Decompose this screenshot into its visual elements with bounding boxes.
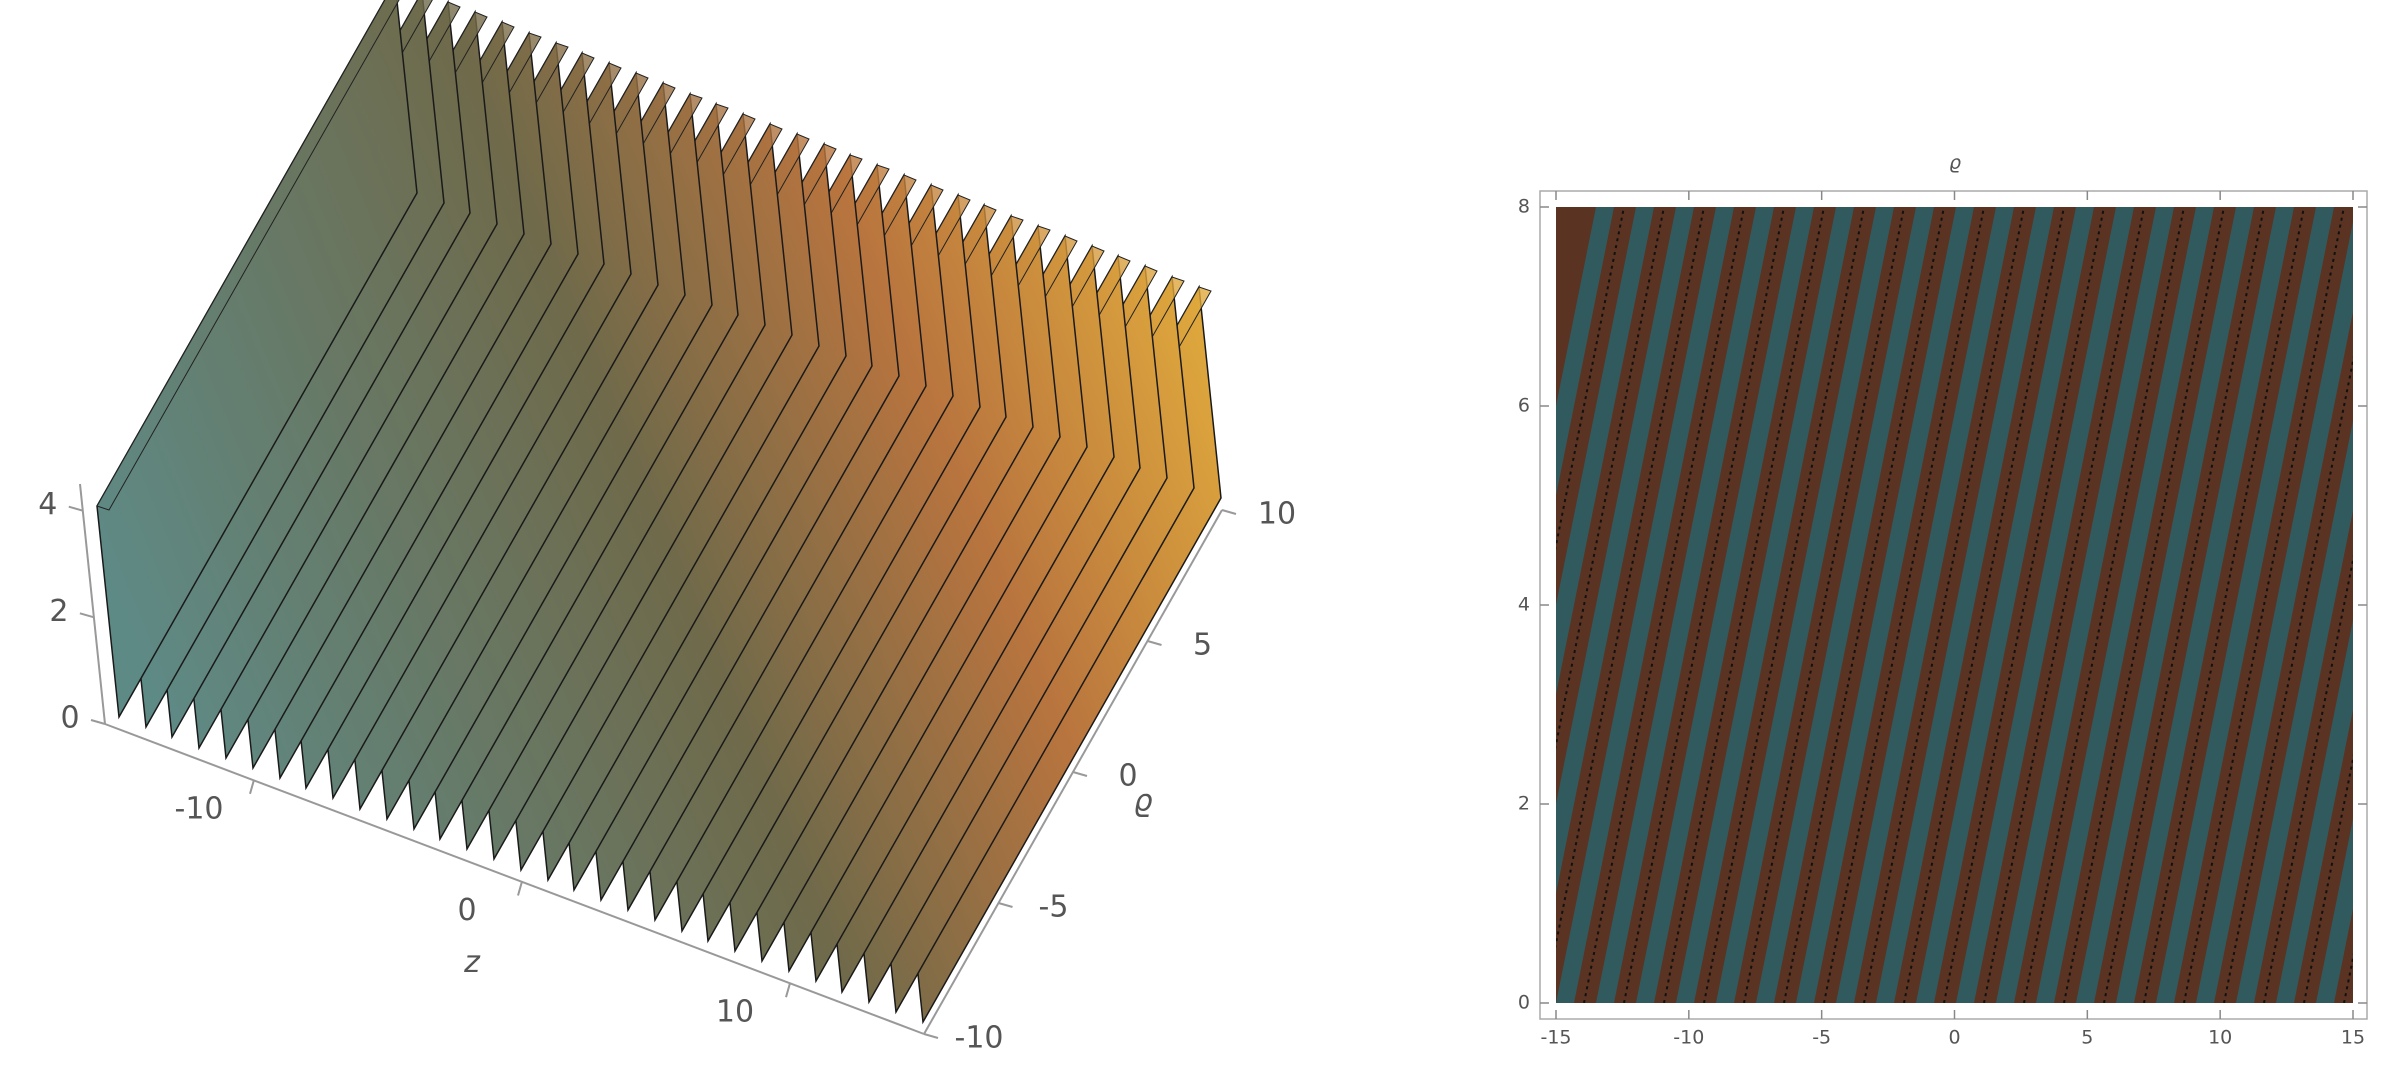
y-tick-label: 0	[1518, 992, 1530, 1014]
contour-band	[2156, 207, 2334, 1003]
contour-band	[1876, 207, 2054, 1003]
x-tick-label: -15	[1540, 1027, 1571, 1049]
y-tick	[1147, 640, 1162, 646]
y-axis-label: ϱ	[1949, 152, 1961, 174]
y-tick	[1221, 509, 1237, 515]
contour-band	[1556, 207, 1654, 695]
contour-band	[1716, 207, 1894, 1003]
contour-line	[2103, 207, 2265, 1003]
contour-line	[2384, 207, 2389, 1003]
contour-line	[1943, 207, 2105, 1003]
contour-band	[2236, 420, 2353, 1003]
surface-fin-top	[96, 0, 400, 511]
contour-band	[1636, 207, 1814, 1003]
contour-line	[2263, 555, 2353, 1003]
contour-line	[1623, 207, 1785, 1003]
y-tick-label: 2	[1518, 793, 1530, 815]
contour-band	[2036, 207, 2214, 1003]
contour-band	[1556, 207, 1734, 1003]
y-tick	[923, 1033, 939, 1039]
contour-line	[1703, 207, 1865, 1003]
contour-line	[2183, 207, 2345, 1003]
z-tick-label: 0	[60, 701, 79, 736]
z-axis	[79, 483, 106, 725]
x-tick-label: 5	[2081, 1027, 2093, 1049]
contour-plot: -15 -10 -5 0 5 10 15 0 2 4 6 8 ϱ	[1518, 152, 2389, 1049]
z-tick-label: 2	[49, 594, 68, 629]
contour-line	[1823, 207, 1985, 1003]
contour-line	[1863, 207, 2025, 1003]
contour-band	[1556, 207, 1694, 894]
contour-band	[1676, 207, 1854, 1003]
surface-fin	[96, 0, 418, 720]
contour-band	[1756, 207, 1934, 1003]
contour-band	[1596, 207, 1774, 1003]
contour-band	[1796, 207, 1974, 1003]
y-tick-label: -10	[955, 1021, 1004, 1056]
contour-line	[2143, 207, 2305, 1003]
x-tick-label: 10	[716, 995, 754, 1030]
x-tick-label: 0	[1948, 1027, 1960, 1049]
x-tick-label: 15	[2341, 1027, 2365, 1049]
contour-line	[1663, 207, 1825, 1003]
contour-band	[1556, 207, 1614, 496]
x-tick-label: 0	[457, 893, 476, 928]
contour-band	[2116, 207, 2294, 1003]
contour-band	[2276, 619, 2353, 1003]
contour-band	[2076, 207, 2254, 1003]
contour-band	[2196, 221, 2353, 1003]
y-tick-label: 6	[1518, 395, 1530, 417]
contour-line	[1783, 207, 1945, 1003]
y-axis-label: ϱ	[1133, 784, 1152, 819]
x-axis-label: z	[463, 945, 481, 980]
x-axis	[104, 723, 925, 1035]
y-tick-label: 4	[1518, 594, 1530, 616]
contour-line	[1743, 207, 1905, 1003]
z-tick-label: 4	[38, 487, 57, 522]
x-tick	[785, 982, 791, 998]
x-tick-label: -5	[1812, 1027, 1831, 1049]
z-tick	[90, 719, 106, 725]
contour-line	[1903, 207, 2065, 1003]
x-tick-label: 10	[2208, 1027, 2232, 1049]
y-tick-label: -5	[1039, 890, 1069, 925]
contour-line	[2063, 207, 2225, 1003]
contour-band	[1916, 207, 2094, 1003]
contour-band	[1836, 207, 2014, 1003]
contour-band	[1996, 207, 2174, 1003]
contour-field	[1556, 207, 2389, 1003]
contour-line	[2223, 356, 2353, 1003]
contour-line	[2303, 754, 2353, 1003]
contour-line	[2023, 207, 2185, 1003]
x-tick	[517, 881, 523, 896]
y-tick-label: 5	[1193, 628, 1212, 663]
y-tick	[1072, 771, 1088, 777]
x-tick-label: -10	[1673, 1027, 1704, 1049]
contour-band	[2316, 818, 2353, 1003]
z-tick	[79, 612, 95, 619]
contour-band	[1956, 207, 2134, 1003]
contour-line	[1556, 207, 1705, 949]
contour-line	[1983, 207, 2145, 1003]
x-tick	[249, 779, 255, 795]
z-tick	[68, 505, 84, 512]
y-tick-label: 8	[1518, 196, 1530, 218]
contour-line	[1583, 207, 1745, 1003]
x-tick-label: -10	[175, 791, 224, 826]
y-tick	[998, 902, 1013, 908]
y-tick-label: 10	[1258, 497, 1296, 532]
y-tick-label: 0	[1118, 759, 1137, 794]
